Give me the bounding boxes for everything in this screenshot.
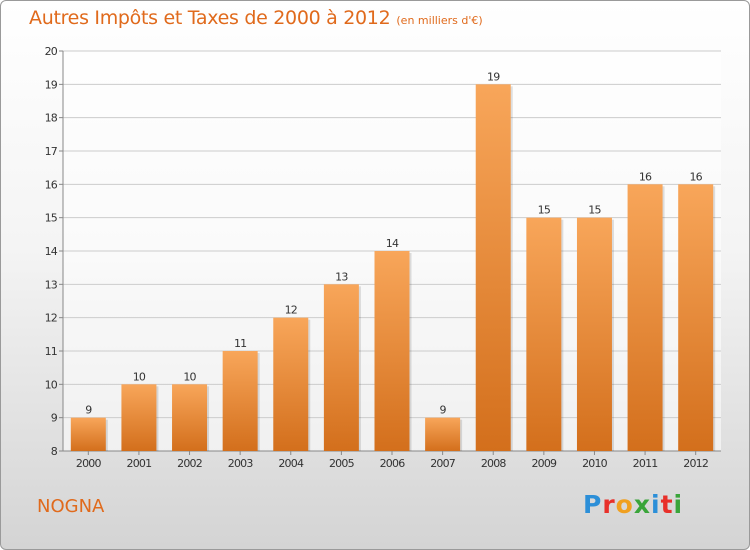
bar (222, 351, 258, 451)
data-label: 10 (133, 370, 146, 383)
data-label: 9 (440, 404, 447, 417)
bar (526, 217, 562, 451)
y-tick-label: 19 (45, 78, 58, 91)
x-tick-label: 2012 (683, 457, 708, 470)
data-label: 11 (234, 337, 246, 350)
logo-letter: r (602, 490, 616, 519)
bar (323, 284, 359, 451)
x-tick-label: 2003 (228, 457, 254, 470)
town-name: NOGNA (37, 496, 105, 517)
bar (627, 184, 663, 452)
bar (678, 184, 714, 452)
data-label: 16 (689, 170, 702, 183)
logo-letter: i (651, 490, 661, 519)
proxiti-logo: Proxiti (583, 490, 683, 519)
y-tick-label: 10 (45, 378, 58, 391)
bar (121, 384, 157, 451)
x-tick-label: 2008 (481, 457, 507, 470)
chart-subtitle: (en milliers d'€) (396, 14, 483, 27)
y-tick-label: 12 (45, 312, 57, 325)
x-tick-label: 2006 (380, 457, 406, 470)
bar (70, 417, 106, 451)
data-label: 15 (588, 204, 601, 217)
data-label: 19 (487, 70, 500, 83)
data-label: 15 (538, 204, 551, 217)
x-tick-label: 2004 (278, 457, 304, 470)
y-tick-label: 16 (45, 178, 58, 191)
bar (425, 417, 461, 451)
y-tick-label: 14 (45, 245, 58, 258)
data-label: 14 (386, 237, 399, 250)
x-tick-label: 2001 (127, 457, 152, 470)
logo-letter: i (673, 490, 684, 519)
x-tick-label: 2011 (633, 457, 658, 470)
logo-letter: t (660, 490, 674, 519)
y-tick-label: 17 (45, 145, 58, 158)
y-tick-label: 20 (45, 45, 58, 58)
logo-letter: o (615, 490, 634, 519)
bar (273, 317, 309, 451)
bar (475, 84, 511, 451)
y-tick-label: 18 (45, 112, 58, 125)
data-label: 13 (335, 270, 348, 283)
logo-letter: x (633, 490, 651, 519)
y-tick-label: 8 (51, 445, 58, 458)
chart-title-text: Autres Impôts et Taxes de 2000 à 2012 (29, 7, 391, 29)
chart-title: Autres Impôts et Taxes de 2000 à 2012 (en… (29, 7, 483, 29)
data-label: 10 (183, 370, 196, 383)
x-tick-label: 2010 (582, 457, 608, 470)
y-tick-label: 11 (45, 345, 57, 358)
x-tick-label: 2009 (531, 457, 557, 470)
bar (172, 384, 208, 451)
x-tick-label: 2007 (430, 457, 456, 470)
data-label: 16 (639, 170, 652, 183)
logo-letter: P (583, 490, 603, 519)
bar (576, 217, 612, 451)
y-tick-label: 15 (45, 212, 58, 225)
x-tick-label: 2002 (177, 457, 202, 470)
x-tick-label: 2000 (76, 457, 102, 470)
y-tick-label: 9 (51, 412, 58, 425)
data-label: 9 (85, 404, 92, 417)
x-tick-label: 2005 (329, 457, 355, 470)
y-tick-label: 13 (45, 278, 58, 291)
bar (374, 251, 410, 451)
data-label: 12 (285, 304, 297, 317)
